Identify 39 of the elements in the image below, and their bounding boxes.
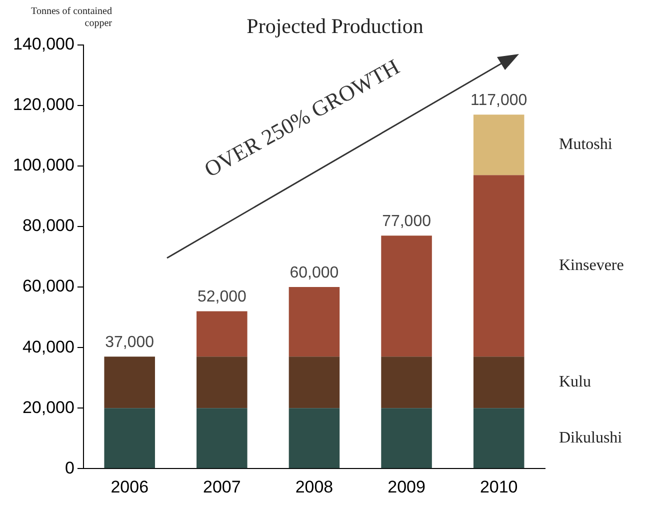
y-tick-label: 60,000 — [22, 276, 74, 296]
total-label: 52,000 — [197, 288, 246, 306]
total-label: 60,000 — [290, 264, 339, 282]
bar — [381, 408, 432, 468]
x-tick-label: 2007 — [203, 477, 241, 496]
y-tick-label: 100,000 — [13, 156, 74, 175]
y-tick-label: 120,000 — [13, 95, 74, 114]
bar — [473, 408, 524, 468]
y-tick-label: 140,000 — [13, 34, 74, 54]
x-tick-label: 2006 — [110, 477, 149, 496]
y-tick-label: 20,000 — [22, 398, 74, 417]
x-tick-label: 2008 — [295, 477, 334, 496]
total-label: 117,000 — [470, 92, 528, 109]
bar — [288, 408, 340, 468]
bar — [381, 356, 432, 408]
y-tick-label: 80,000 — [22, 216, 74, 236]
y-tick-label: 0 — [64, 458, 74, 478]
text: Kinsevere — [559, 257, 624, 274]
bar — [288, 287, 340, 357]
text: Mutoshi — [559, 136, 613, 154]
bar — [473, 356, 524, 408]
bar — [381, 236, 432, 357]
y-tick-label: 40,000 — [22, 337, 74, 356]
bar — [473, 114, 524, 176]
total-label: 37,000 — [105, 334, 154, 352]
bar — [104, 356, 155, 408]
total-label: 77,000 — [382, 213, 432, 230]
bar — [473, 175, 524, 357]
bar — [196, 356, 248, 408]
x-tick-label: 2010 — [480, 477, 518, 496]
x-tick-label: 2009 — [388, 477, 426, 496]
bar — [196, 408, 248, 468]
bar — [196, 311, 248, 357]
bar — [288, 356, 340, 408]
bar — [104, 408, 155, 468]
text: Dikulushi — [559, 429, 623, 446]
text: Kulu — [559, 374, 591, 391]
chart-title: Projected Production — [246, 14, 424, 39]
y-axis-title: Tonnes of contained copper — [30, 6, 112, 30]
